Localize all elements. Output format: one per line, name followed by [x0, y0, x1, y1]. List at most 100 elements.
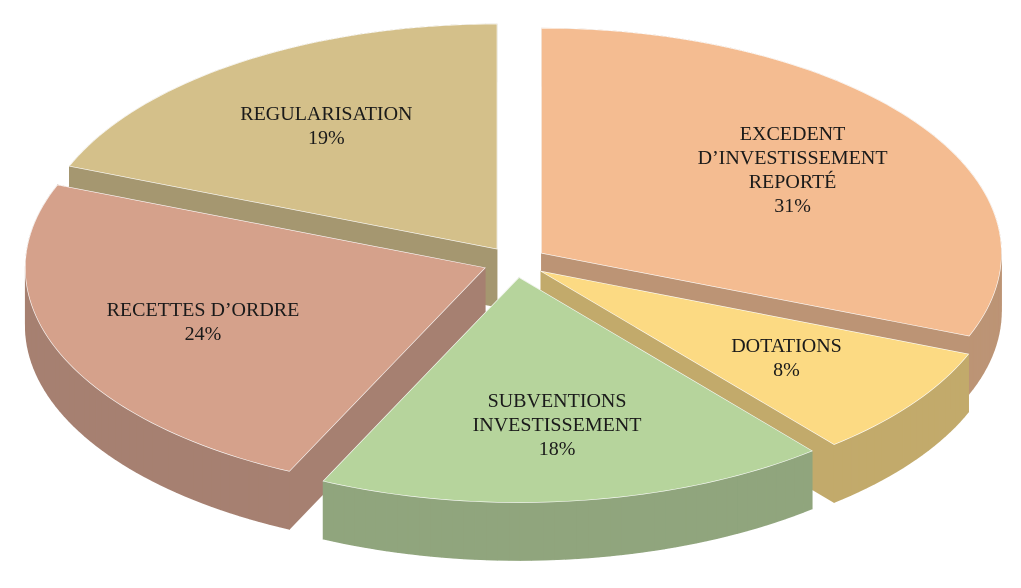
slice-wall	[642, 492, 655, 553]
slice	[24, 184, 486, 531]
slice-wall	[922, 391, 929, 456]
slice-wall	[964, 353, 969, 418]
slice-wall	[193, 441, 203, 504]
slice-wall	[175, 433, 186, 497]
slice-wall	[354, 487, 366, 548]
slice-wall	[785, 457, 795, 520]
slice-wall	[35, 315, 39, 380]
slice-wall	[881, 417, 890, 481]
slice-wall	[955, 363, 961, 428]
slice-wall	[968, 329, 974, 395]
slice-wall	[685, 484, 697, 546]
slice-wall	[47, 336, 52, 402]
slice-wall	[587, 498, 600, 559]
slice-wall	[463, 500, 476, 560]
slice-wall	[55, 347, 60, 413]
value-label: 8%	[773, 359, 800, 382]
slice-top	[540, 270, 970, 445]
slice-wall	[397, 494, 409, 555]
slice-wall	[486, 501, 498, 561]
slice-wall	[33, 310, 37, 375]
slice-wall	[375, 490, 387, 552]
slice-wall	[976, 319, 981, 385]
slice-wall	[452, 499, 465, 560]
slice-wall	[343, 485, 355, 546]
slice-wall	[418, 496, 431, 557]
slice-wall	[108, 396, 116, 461]
slice-wall	[991, 292, 995, 357]
slice-wall	[874, 421, 883, 485]
slice-wall	[706, 480, 718, 542]
slice	[322, 276, 813, 561]
value-label: 24%	[184, 323, 222, 346]
slice-wall	[598, 497, 611, 558]
slice-wall	[136, 414, 145, 478]
slice-wall	[322, 480, 334, 542]
slice-wall	[726, 475, 738, 537]
slice-wall	[746, 469, 758, 532]
slice-wall	[268, 465, 280, 528]
slice-wall	[38, 321, 42, 385]
slice-wall	[167, 430, 177, 493]
slice-wall	[803, 450, 813, 513]
slice-wall	[631, 493, 644, 554]
slice-wall	[775, 460, 786, 523]
slice-wall	[229, 454, 240, 517]
slice-wall	[928, 387, 935, 451]
slice-wall	[258, 463, 270, 525]
slice-wall	[983, 308, 988, 374]
slice-wall	[576, 499, 589, 560]
slice-wall	[934, 382, 941, 447]
slice-top	[24, 184, 486, 472]
slice-wall	[51, 341, 56, 407]
slice-wall	[407, 495, 420, 556]
slice-wall	[44, 331, 49, 397]
slice-wall	[620, 495, 633, 556]
slice-wall	[239, 457, 250, 520]
slice-wall	[121, 405, 130, 469]
value-label: 19%	[308, 127, 345, 150]
slice-wall	[220, 451, 231, 514]
slice-wall	[858, 429, 867, 493]
slice-wall	[945, 372, 951, 438]
slice-wall	[653, 490, 666, 551]
slice-wall	[939, 377, 946, 442]
slice-wall	[850, 433, 860, 496]
slice-wall	[959, 358, 965, 423]
slice-wall	[980, 313, 985, 380]
slice-top	[322, 277, 813, 503]
slice-wall	[364, 489, 376, 550]
slice-wall	[333, 483, 345, 544]
slice-wall	[59, 352, 65, 418]
slice-wall	[950, 368, 956, 433]
slice-wall	[675, 486, 687, 548]
value-label: 18%	[538, 437, 576, 460]
slice-wall	[84, 377, 91, 442]
slice-wall	[794, 453, 804, 517]
slice-wall	[766, 463, 777, 526]
slice-wall	[553, 501, 566, 561]
slice-label: DOTATIONS 8%	[662, 334, 912, 382]
slice-wall	[972, 324, 978, 390]
slice-wall	[565, 500, 577, 560]
slice-wall	[95, 387, 103, 452]
slice-wall	[497, 501, 510, 561]
slice-label: SUBVENTIONS INVESTISSEMENT 18%	[432, 389, 682, 461]
slice-wall	[159, 426, 169, 490]
slice-wall	[129, 409, 137, 474]
slice-wall	[68, 362, 75, 428]
slice-wall	[531, 501, 544, 561]
slice-wall	[211, 448, 221, 511]
slice-wall	[519, 502, 532, 561]
slice-wall	[151, 422, 161, 486]
slice-wall	[143, 418, 153, 482]
slice-wall	[430, 497, 442, 558]
slice-wall	[915, 396, 923, 460]
slice-wall	[41, 325, 45, 392]
slice-wall	[842, 437, 852, 500]
slice-wall	[101, 391, 109, 456]
slice-wall	[989, 298, 993, 362]
slice-wall	[895, 409, 904, 473]
slice-wall	[716, 477, 728, 539]
